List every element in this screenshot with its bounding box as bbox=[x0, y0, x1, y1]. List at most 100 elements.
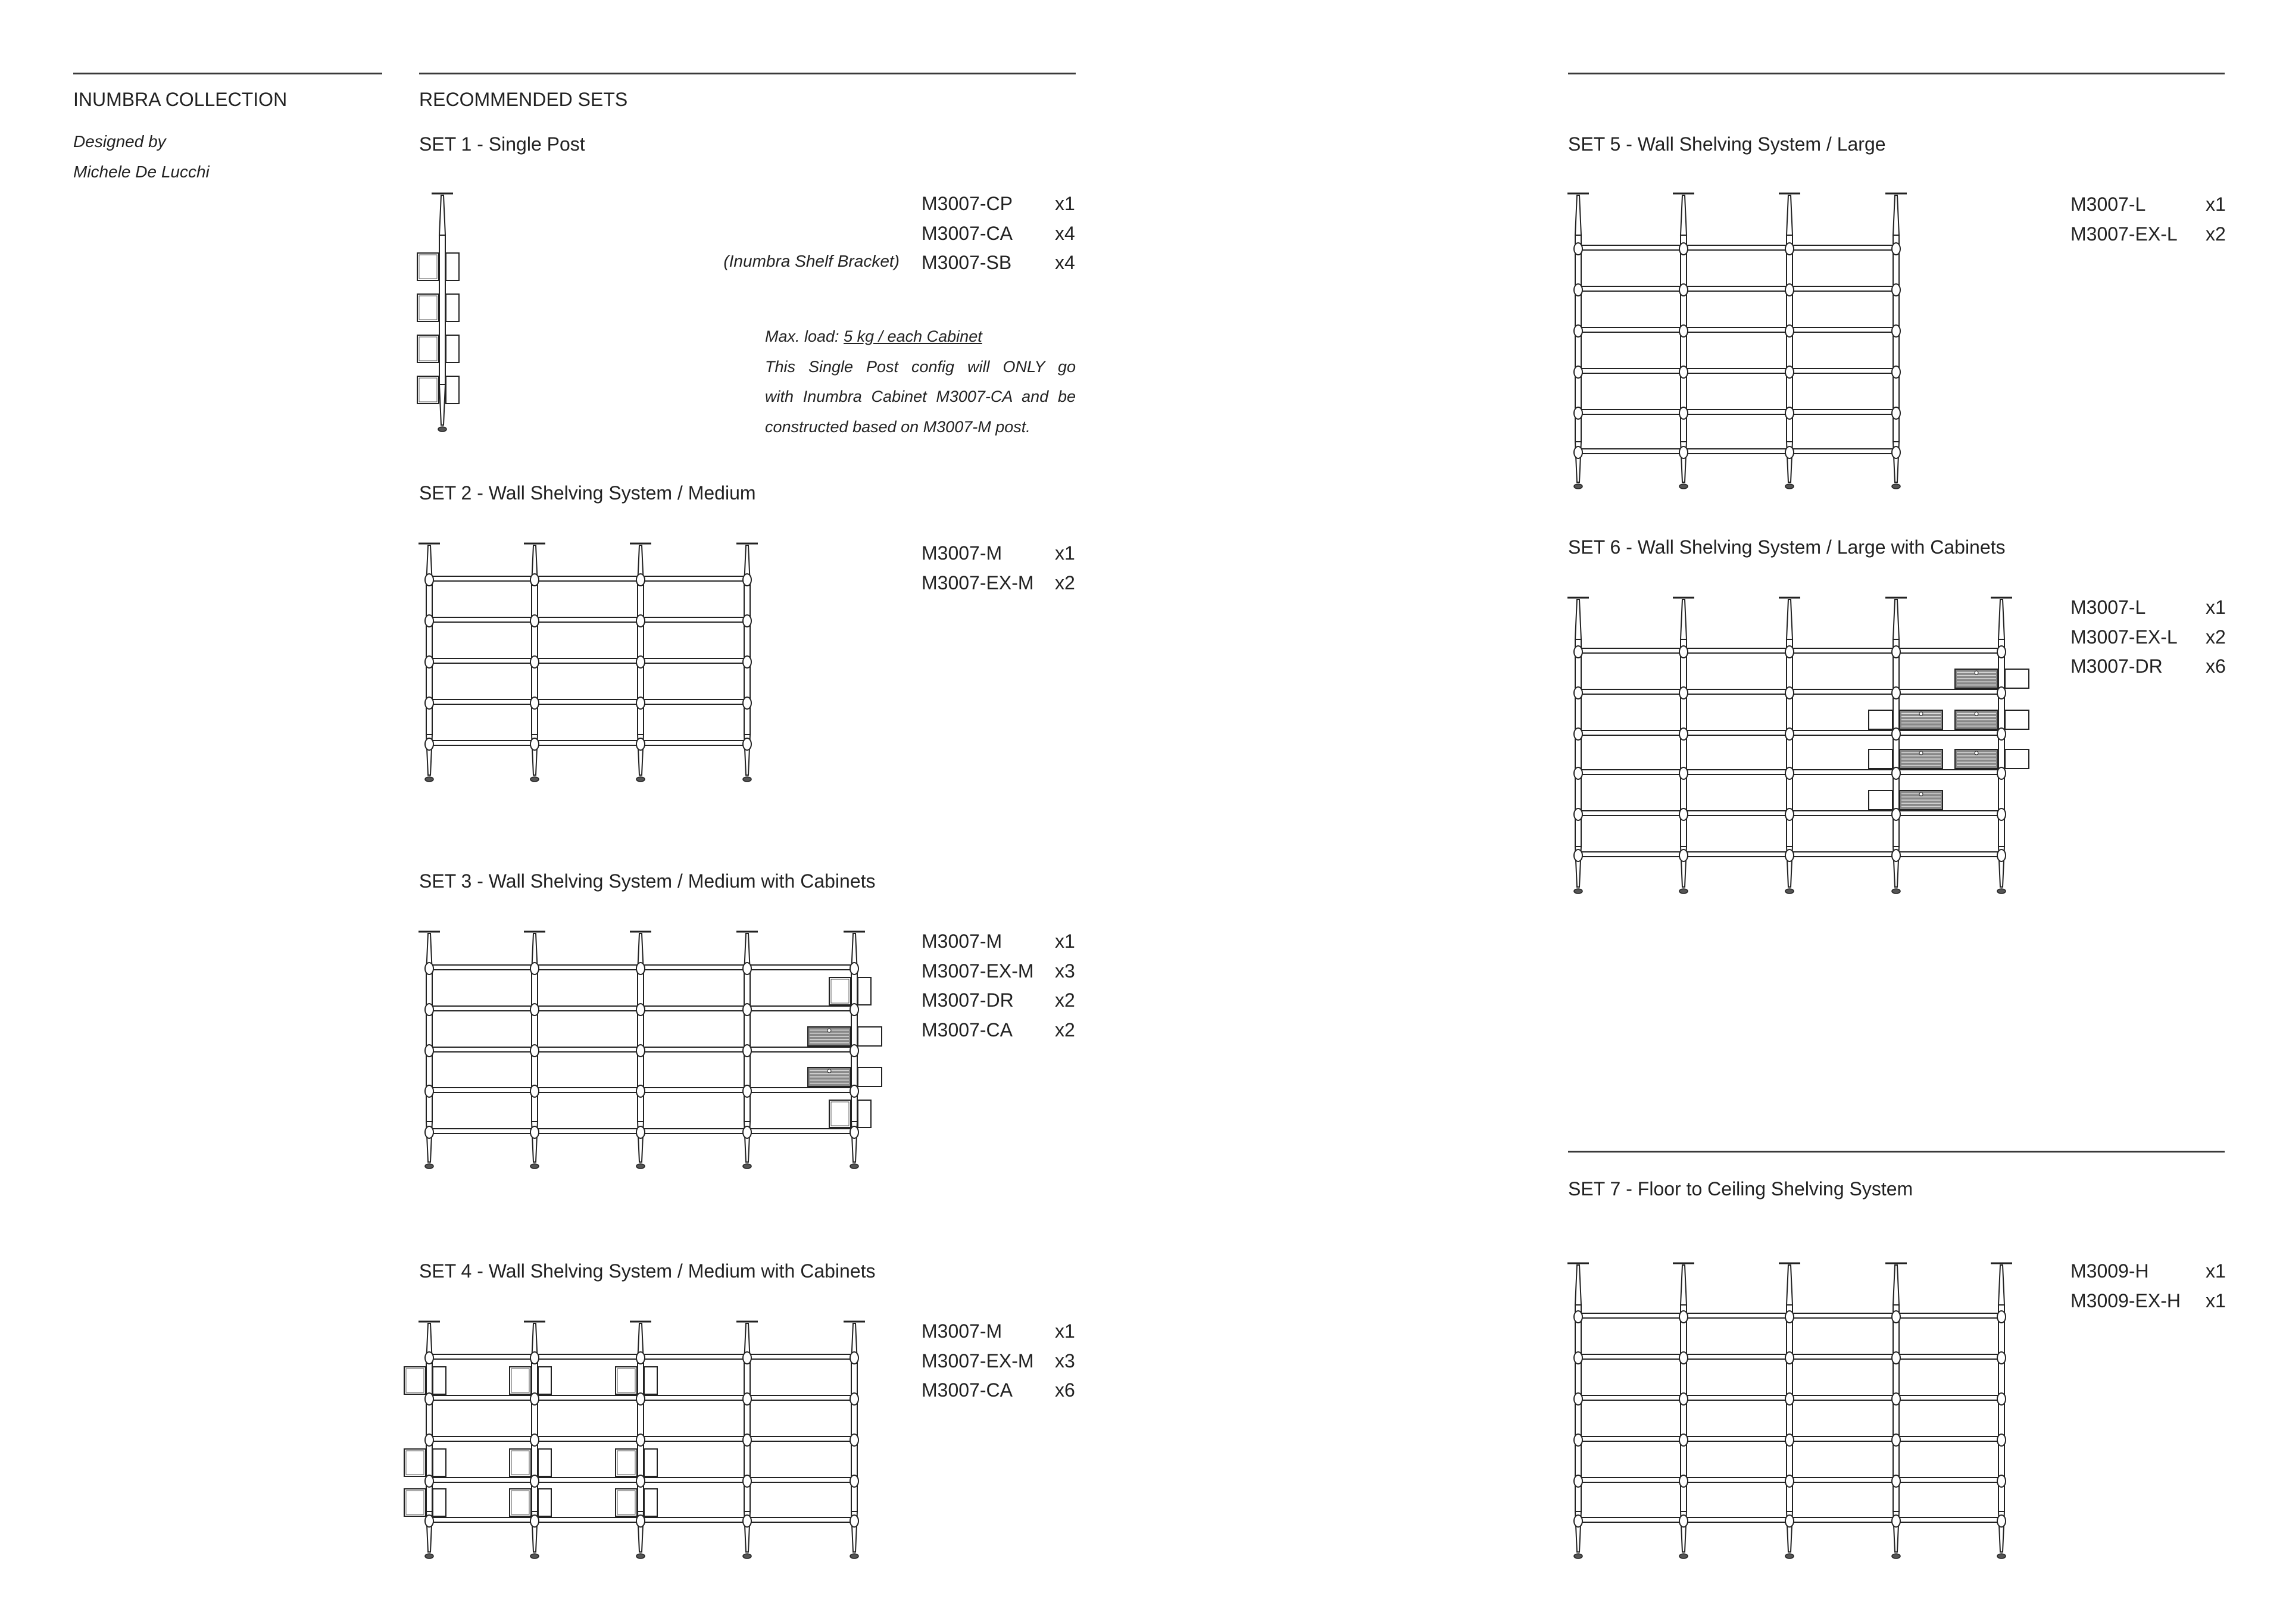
set-4-title: SET 4 - Wall Shelving System / Medium wi… bbox=[419, 1260, 876, 1282]
shelf bbox=[429, 1005, 855, 1011]
shelf-joint bbox=[1997, 727, 2006, 741]
shelf-joint bbox=[1679, 727, 1688, 741]
cabinet-box bbox=[404, 1488, 426, 1517]
post-bottom-taper bbox=[1785, 846, 1794, 888]
part-code: M3007-CA bbox=[922, 1379, 1013, 1401]
post-foot bbox=[530, 776, 539, 782]
shelf-joint bbox=[1891, 645, 1901, 658]
post-top-taper bbox=[743, 545, 751, 586]
shelf bbox=[1578, 1313, 2002, 1319]
cabinet-box bbox=[615, 1448, 638, 1477]
shelf bbox=[1578, 689, 2002, 695]
post-bottom-taper bbox=[1679, 1511, 1688, 1553]
shelf-joint bbox=[424, 738, 434, 751]
shelf-joint bbox=[530, 1434, 539, 1447]
shelf-joint bbox=[1573, 1392, 1583, 1406]
post-top-taper bbox=[1892, 1264, 1900, 1306]
shelf-joint bbox=[424, 573, 434, 586]
part-quantity: x2 bbox=[1055, 1019, 1075, 1041]
shelf-joint bbox=[424, 1085, 434, 1098]
post-shaft bbox=[531, 585, 538, 735]
drawer-knob bbox=[1974, 751, 1979, 755]
shelf-joint bbox=[1785, 686, 1794, 699]
post-bottom-taper bbox=[530, 1511, 539, 1553]
shelf-joint bbox=[1785, 1434, 1794, 1447]
shelf-joint bbox=[636, 1126, 645, 1139]
shelf-joint bbox=[1679, 407, 1688, 420]
designed-by-label: Designed by bbox=[73, 132, 166, 151]
cabinet-inner bbox=[617, 1368, 636, 1393]
shelf-joint bbox=[1573, 849, 1583, 862]
shelf-joint bbox=[1891, 407, 1901, 420]
shelf bbox=[429, 1354, 855, 1360]
post-top-taper bbox=[425, 933, 433, 974]
shelf-joint bbox=[1785, 645, 1794, 658]
post-foot bbox=[1785, 483, 1794, 489]
shelf-joint bbox=[530, 962, 539, 975]
post-bottom-taper bbox=[1997, 846, 2006, 888]
load-value: 5 kg / each Cabinet bbox=[844, 327, 982, 345]
shelf-joint bbox=[636, 1392, 645, 1406]
shelf-joint bbox=[1573, 1475, 1583, 1488]
cabinet-inner bbox=[511, 1490, 530, 1515]
post-foot bbox=[438, 426, 447, 432]
post-shaft bbox=[851, 973, 858, 1122]
part-quantity: x1 bbox=[1055, 542, 1075, 564]
cabinet-box bbox=[615, 1366, 638, 1395]
drawer-side-box bbox=[2004, 710, 2029, 730]
shelf bbox=[429, 658, 748, 664]
cabinet-door bbox=[432, 1366, 446, 1395]
post-top-taper bbox=[850, 933, 858, 974]
shelf-joint bbox=[1785, 808, 1794, 821]
drawer bbox=[807, 1026, 851, 1047]
post-top-taper bbox=[1785, 195, 1794, 236]
part-quantity: x1 bbox=[2206, 1289, 2226, 1311]
shelf bbox=[429, 740, 748, 746]
part-code: M3007-CA bbox=[922, 1019, 1013, 1041]
set-2-drawing bbox=[419, 542, 758, 782]
shelf-joint bbox=[1891, 1514, 1901, 1528]
part-code: M3009-H bbox=[2070, 1260, 2149, 1282]
part-code: M3007-L bbox=[2070, 596, 2146, 618]
post-shaft bbox=[1892, 235, 1900, 442]
drawer bbox=[1899, 710, 1943, 730]
post-foot bbox=[742, 1163, 752, 1169]
shelf-joint bbox=[850, 1044, 859, 1057]
shelf bbox=[1578, 730, 2002, 736]
post-bottom-taper bbox=[1574, 1511, 1582, 1553]
post-top-taper bbox=[743, 1323, 751, 1364]
shelf-joint bbox=[1679, 1392, 1688, 1406]
shelf-joint bbox=[1891, 366, 1901, 379]
cabinet-door bbox=[644, 1488, 658, 1517]
shelf-joint bbox=[424, 1126, 434, 1139]
shelf-joint bbox=[1785, 1514, 1794, 1528]
shelf-bracket-label: (Inumbra Shelf Bracket) bbox=[723, 252, 900, 270]
post-foot bbox=[1679, 483, 1688, 489]
post-foot bbox=[1997, 888, 2006, 894]
post-foot bbox=[1891, 483, 1901, 489]
part-code: M3007-CA bbox=[922, 222, 1013, 244]
part-code: M3007-M bbox=[922, 542, 1003, 564]
shelf-joint bbox=[1573, 645, 1583, 658]
part-code: M3007-EX-L bbox=[2070, 626, 2178, 648]
post-foot bbox=[424, 1553, 434, 1559]
shelf-joint bbox=[530, 573, 539, 586]
post-shaft bbox=[851, 1363, 858, 1512]
shelf bbox=[1578, 245, 1897, 251]
cabinet-box bbox=[509, 1488, 532, 1517]
cabinet-door bbox=[857, 977, 872, 1005]
part-quantity: x1 bbox=[2206, 193, 2226, 215]
shelf-joint bbox=[1573, 407, 1583, 420]
shelf-joint bbox=[1891, 849, 1901, 862]
shelf bbox=[1578, 1395, 2002, 1401]
shelf-joint bbox=[742, 1351, 752, 1364]
part-quantity: x3 bbox=[1055, 960, 1075, 982]
shelf bbox=[1578, 648, 2002, 654]
part-code: M3007-DR bbox=[2070, 655, 2163, 677]
shelf-joint bbox=[1891, 283, 1901, 296]
shelf-joint bbox=[424, 1434, 434, 1447]
post-foot bbox=[1785, 1553, 1794, 1559]
shelf-joint bbox=[1573, 1310, 1583, 1323]
post-bottom-taper bbox=[1574, 441, 1582, 483]
shelf-joint bbox=[1573, 283, 1583, 296]
